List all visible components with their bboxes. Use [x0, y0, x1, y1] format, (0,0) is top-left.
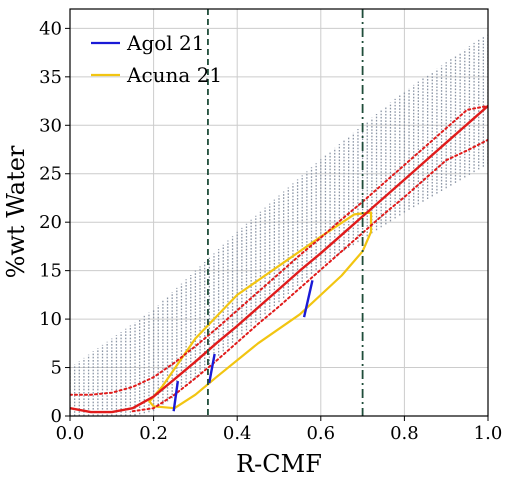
- agol-segments: [172, 280, 314, 412]
- plot-frame: [69, 8, 489, 417]
- x-tick-label: 0.0: [56, 423, 85, 444]
- series-lower-bound: [131, 138, 488, 413]
- y-tick-label: 25: [39, 164, 62, 185]
- legend-label-agol: Agol 21: [126, 31, 205, 55]
- vertical-lines: [207, 9, 364, 416]
- y-tick-label: 20: [39, 212, 62, 233]
- y-tick-label: 40: [39, 18, 62, 39]
- median-lines: [70, 104, 488, 414]
- y-tick-label: 10: [39, 309, 62, 330]
- agol-segment: [172, 380, 180, 412]
- y-ticks: 0 5 10 15 20 25 30 35 40: [39, 18, 70, 427]
- x-tick-label: 0.2: [139, 423, 168, 444]
- series-median: [70, 104, 488, 414]
- y-tick-label: 30: [39, 115, 62, 136]
- agol-segment: [302, 280, 314, 318]
- grid: [69, 9, 489, 417]
- y-axis-label: %wt Water: [2, 145, 30, 278]
- y-tick-label: 15: [39, 261, 62, 282]
- y-tick-label: 5: [51, 358, 62, 379]
- series-upper-bound: [70, 104, 488, 396]
- y-tick-label: 0: [51, 406, 62, 427]
- legend-label-acuna: Acuna 21: [126, 63, 222, 87]
- x-tick-label: 0.4: [223, 423, 252, 444]
- y-tick-label: 35: [39, 67, 62, 88]
- x-tick-label: 1.0: [474, 423, 503, 444]
- x-tick-label: 0.8: [390, 423, 419, 444]
- x-ticks: 0.0 0.2 0.4 0.6 0.8 1.0: [56, 416, 503, 444]
- x-tick-label: 0.6: [306, 423, 335, 444]
- x-axis-label: R-CMF: [236, 450, 322, 478]
- agol-segment: [208, 353, 216, 384]
- legend: Agol 21 Acuna 21: [91, 31, 222, 87]
